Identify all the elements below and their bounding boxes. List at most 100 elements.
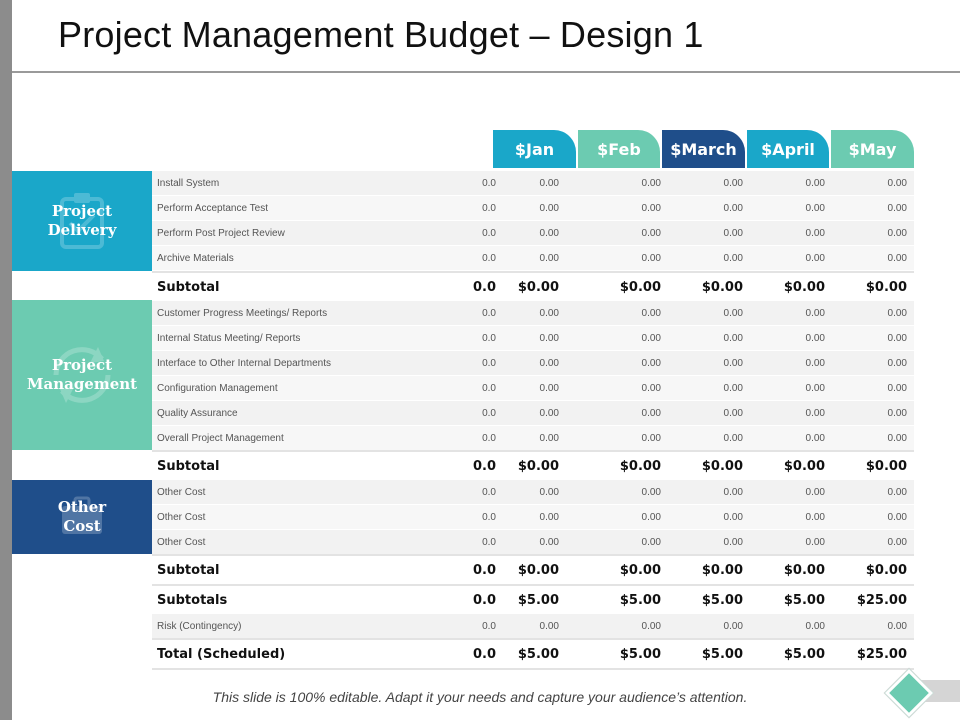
row-label: Install System	[157, 177, 220, 189]
cell-value: 0.00	[539, 511, 559, 523]
cell-value: 0.00	[641, 511, 661, 523]
row-label: Overall Project Management	[157, 432, 284, 444]
cell-value: $5.00	[619, 646, 661, 662]
cell-value: 0.00	[539, 382, 559, 394]
cell-value: 0.00	[887, 511, 907, 523]
cell-value: $0.00	[517, 279, 559, 295]
table-row: Quality Assurance 0.0 0.00 0.00 0.00 0.0…	[152, 401, 914, 426]
cell-value: 0.00	[539, 407, 559, 419]
cell-value: 0.00	[641, 620, 661, 632]
cell-value: $0.00	[619, 562, 661, 578]
cell-value: $25.00	[856, 592, 907, 608]
section-project-management: Project Management	[12, 300, 152, 450]
cell-value: 0.00	[887, 382, 907, 394]
cell-value: 0.0	[482, 382, 496, 394]
cell-value: 0.00	[887, 252, 907, 264]
cell-value: 0.00	[887, 407, 907, 419]
cell-value: 0.0	[482, 620, 496, 632]
cell-value: 0.00	[641, 407, 661, 419]
cell-value: 0.00	[641, 382, 661, 394]
table-row: Archive Materials 0.0 0.00 0.00 0.00 0.0…	[152, 246, 914, 271]
section-label-line2: Cost	[63, 517, 101, 535]
cell-value: $25.00	[856, 646, 907, 662]
row-label: Other Cost	[157, 511, 206, 523]
cycle-arrows-icon	[53, 347, 111, 403]
table-row: Other Cost 0.0 0.00 0.00 0.00 0.00 0.00	[152, 505, 914, 530]
cell-value: $0.00	[701, 458, 743, 474]
row-label: Customer Progress Meetings/ Reports	[157, 307, 328, 319]
cell-value: 0.0	[482, 252, 496, 264]
month-header-april: $April	[747, 130, 829, 168]
cell-value: 0.0	[472, 646, 496, 662]
cell-value: 0.00	[723, 252, 743, 264]
cell-value: 0.00	[887, 432, 907, 444]
row-label: Internal Status Meeting/ Reports	[157, 332, 301, 344]
cell-value: 0.00	[641, 486, 661, 498]
cell-value: 0.00	[887, 486, 907, 498]
subtotals-row: Subtotals 0.0 $5.00 $5.00 $5.00 $5.00 $2…	[152, 584, 914, 616]
cell-value: 0.00	[887, 202, 907, 214]
cell-value: 0.00	[539, 202, 559, 214]
cell-value: 0.0	[482, 202, 496, 214]
row-label: Risk (Contingency)	[157, 620, 242, 632]
left-accent-bar	[0, 0, 12, 720]
subtotal-row: Subtotal 0.0 $0.00 $0.00 $0.00 $0.00 $0.…	[152, 271, 914, 303]
cell-value: 0.00	[539, 357, 559, 369]
section-other-cost: Other Cost	[12, 480, 152, 554]
cell-value: 0.00	[805, 382, 825, 394]
cell-value: 0.00	[805, 511, 825, 523]
cell-value: 0.0	[482, 407, 496, 419]
cell-value: 0.00	[723, 307, 743, 319]
cell-value: 0.00	[641, 357, 661, 369]
cell-value: 0.0	[482, 511, 496, 523]
cell-value: 0.00	[887, 332, 907, 344]
cell-value: 0.00	[539, 252, 559, 264]
footer-note: This slide is 100% editable. Adapt it yo…	[212, 689, 748, 705]
cell-value: $0.00	[701, 279, 743, 295]
row-label: Interface to Other Internal Departments	[157, 357, 331, 369]
cell-value: 0.00	[641, 307, 661, 319]
cell-value: 0.0	[482, 307, 496, 319]
cell-value: $0.00	[619, 279, 661, 295]
briefcase-icon	[62, 496, 102, 534]
table-row: Configuration Management 0.0 0.00 0.00 0…	[152, 376, 914, 401]
table-row: Risk (Contingency) 0.0 0.00 0.00 0.00 0.…	[152, 614, 914, 639]
row-label: Configuration Management	[157, 382, 278, 394]
cell-value: 0.00	[641, 227, 661, 239]
cell-value: $0.00	[865, 562, 907, 578]
subtotal-row: Subtotal 0.0 $0.00 $0.00 $0.00 $0.00 $0.…	[152, 450, 914, 482]
page-title: Project Management Budget – Design 1	[58, 14, 704, 55]
cell-value: 0.00	[723, 407, 743, 419]
cell-value: 0.00	[805, 177, 825, 189]
cell-value: 0.00	[887, 307, 907, 319]
cell-value: $0.00	[783, 279, 825, 295]
cell-value: 0.0	[472, 279, 496, 295]
cell-value: 0.00	[805, 202, 825, 214]
cell-value: 0.0	[482, 332, 496, 344]
cell-value: 0.00	[805, 357, 825, 369]
cell-value: 0.00	[641, 202, 661, 214]
section-label-line1: Project	[51, 202, 113, 220]
row-label: Archive Materials	[157, 252, 234, 264]
cell-value: $0.00	[865, 458, 907, 474]
cell-value: 0.00	[539, 536, 559, 548]
cell-value: 0.00	[723, 511, 743, 523]
cell-value: 0.0	[482, 227, 496, 239]
cell-value: $5.00	[517, 592, 559, 608]
month-header-feb: $Feb	[578, 130, 660, 168]
row-label: Quality Assurance	[157, 407, 238, 419]
table-row: Internal Status Meeting/ Reports 0.0 0.0…	[152, 326, 914, 351]
diamond-icon	[884, 668, 934, 718]
cell-value: $0.00	[865, 279, 907, 295]
month-header-march: $March	[662, 130, 745, 168]
cell-value: 0.00	[805, 307, 825, 319]
row-label: Subtotals	[157, 592, 228, 608]
cell-value: $5.00	[783, 592, 825, 608]
cell-value: 0.00	[887, 536, 907, 548]
cell-value: 0.0	[482, 177, 496, 189]
cell-value: 0.00	[805, 486, 825, 498]
row-label: Subtotal	[157, 279, 220, 295]
cell-value: 0.00	[805, 407, 825, 419]
cell-value: $0.00	[517, 458, 559, 474]
cell-value: 0.0	[472, 562, 496, 578]
